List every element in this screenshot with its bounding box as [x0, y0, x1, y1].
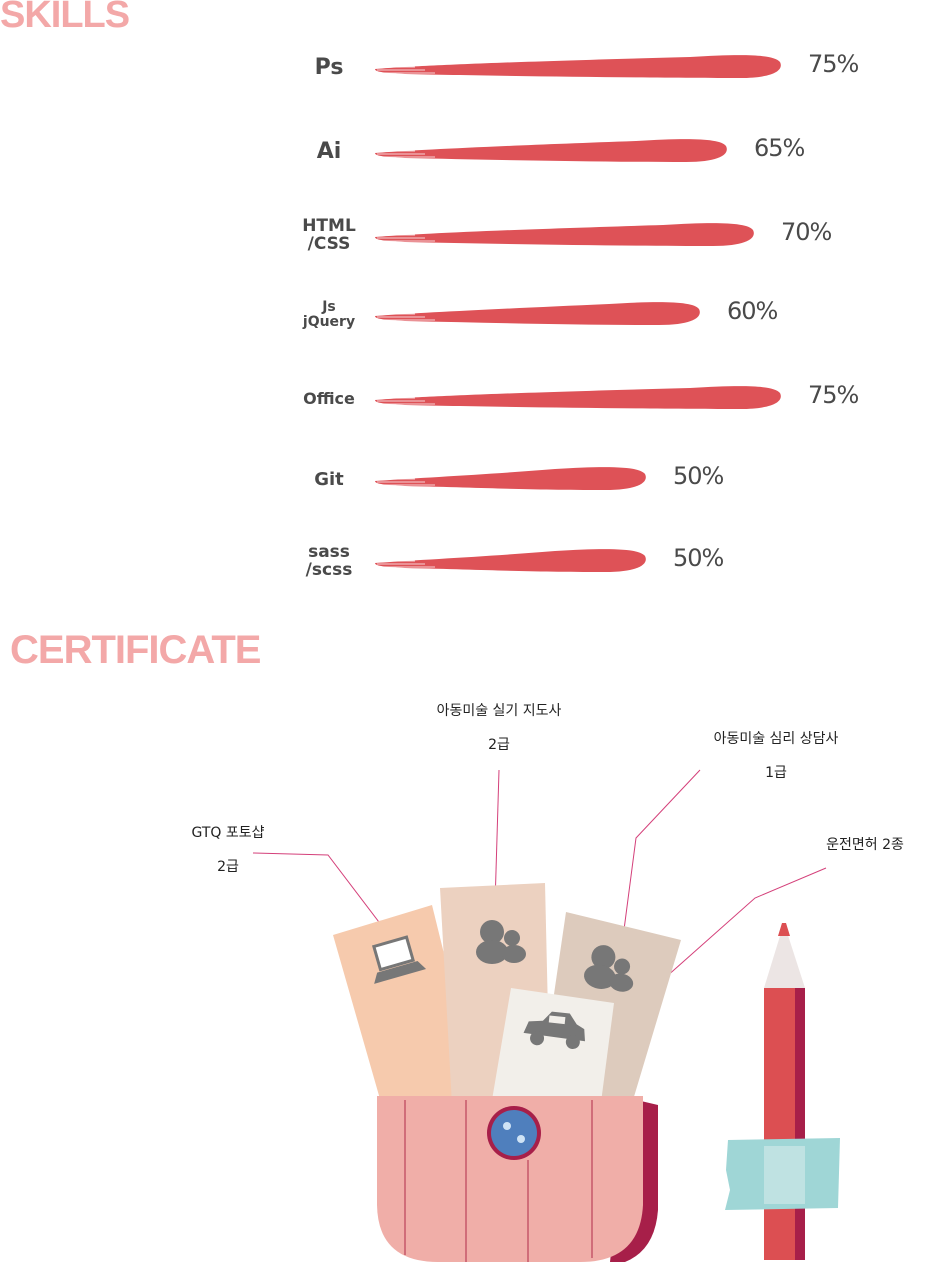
pocket-stitches [404, 1100, 593, 1262]
pencil-icon [725, 923, 840, 1260]
skill-name-line: Js [322, 299, 336, 316]
certificate-label-line: 2급 [488, 737, 510, 753]
skill-percent: 60% [727, 297, 778, 325]
certificate-card-license [492, 988, 614, 1110]
skill-name-line: /CSS [307, 233, 351, 254]
certificate-label-line: 1급 [765, 765, 787, 781]
certificate-label-line: GTQ 포토샵 [191, 825, 265, 841]
car-icon [523, 1011, 585, 1050]
skill-bar [375, 467, 646, 490]
certificate-label: 아동미술 실기 지도사 2급 [437, 694, 562, 762]
leader-line-art-counselor [621, 769, 701, 946]
skill-bar [375, 55, 781, 78]
skill-bar [375, 549, 646, 572]
skill-name: Ps [274, 56, 384, 79]
laptop-icon [371, 935, 427, 984]
people-icon [584, 945, 634, 992]
skill-percent: 75% [808, 381, 859, 409]
button-icon [487, 1106, 541, 1160]
skill-percent: 75% [808, 50, 859, 78]
skill-name: Ai [274, 140, 384, 163]
leader-line-art-instructor [494, 769, 500, 906]
skill-name-line: jQuery [302, 313, 356, 330]
skill-name-line: sass [308, 542, 350, 563]
skill-percent: 50% [673, 462, 724, 490]
skill-name: Office [274, 388, 384, 408]
skill-bar [375, 139, 727, 162]
certificate-label-line: 아동미술 실기 지도사 [436, 703, 562, 719]
skill-name-line: /scss [305, 559, 353, 580]
skill-name: HTML/CSS [274, 216, 384, 254]
people-icon [476, 920, 526, 964]
pocket [377, 1096, 658, 1262]
skill-name: Js jQuery [274, 300, 384, 329]
skill-name: sass/scss [274, 542, 384, 580]
certificate-label-line: 운전면허 2종 [826, 837, 904, 853]
skill-name: Git [274, 468, 384, 490]
certificate-label: 아동미술 심리 상담사 1급 [714, 722, 839, 790]
certificate-card-gtq [333, 905, 480, 1120]
skill-name-line: Office [303, 388, 355, 408]
certificate-label: 운전면허 2종 [826, 828, 904, 862]
skill-percent: 65% [754, 134, 805, 162]
skill-name-line: HTML [302, 216, 356, 237]
skill-name-line: Ps [314, 55, 344, 81]
skill-name-line: Git [314, 468, 344, 490]
skill-bar [375, 223, 754, 246]
leader-line-gtq [252, 852, 386, 931]
certificate-label-line: 아동미술 심리 상담사 [713, 731, 839, 747]
certificate-title: CERTIFICATE [10, 628, 261, 672]
skill-percent: 50% [673, 544, 724, 572]
skill-name-line: Ai [316, 139, 342, 165]
skills-title: SKILLS [0, 0, 130, 36]
tape-icon [725, 1138, 840, 1210]
certificate-label-line: 2급 [217, 859, 239, 875]
skill-bar [375, 386, 781, 409]
skill-percent: 70% [781, 218, 832, 246]
certificate-label: GTQ 포토샵 2급 [191, 816, 264, 884]
skill-bar [375, 302, 700, 325]
skill-bars [371, 55, 781, 572]
